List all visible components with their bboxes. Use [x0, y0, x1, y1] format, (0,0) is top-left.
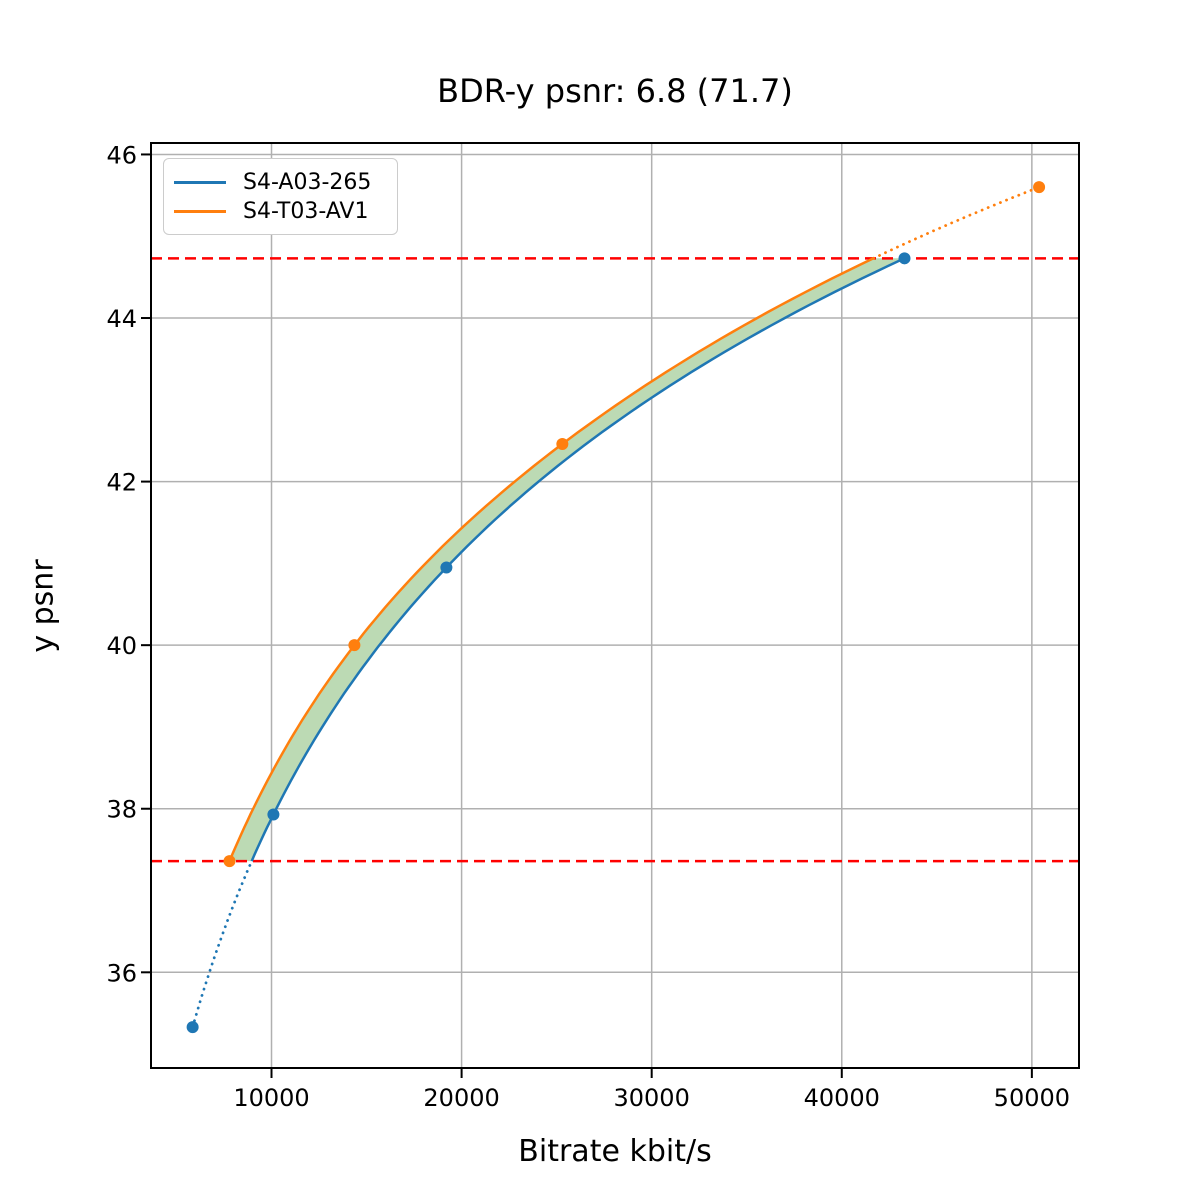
- x-tick-label: 10000: [233, 1084, 309, 1112]
- y-tick-label: 42: [106, 469, 137, 497]
- legend-item: S4-A03-265: [174, 168, 385, 196]
- y-tick-label: 40: [106, 632, 137, 660]
- data-point: [348, 639, 361, 652]
- data-point: [556, 437, 569, 450]
- x-axis-label: Bitrate kbit/s: [518, 1134, 712, 1169]
- legend-label: S4-A03-265: [243, 169, 372, 195]
- legend-line-sample: [174, 209, 226, 213]
- legend: S4-A03-265 S4-T03-AV1: [163, 158, 398, 235]
- series-solid-line: [250, 257, 906, 862]
- legend-item: S4-T03-AV1: [174, 197, 385, 225]
- series-dotted-line: [191, 859, 254, 1029]
- data-point: [898, 252, 911, 265]
- axes-frame: [150, 142, 1080, 1069]
- y-tick-label: 46: [106, 141, 137, 169]
- y-tick-label: 44: [106, 305, 137, 333]
- legend-label: S4-T03-AV1: [243, 198, 369, 224]
- x-tick-label: 50000: [994, 1084, 1070, 1112]
- legend-line-sample: [174, 180, 226, 184]
- bd-overlap-region: [229, 258, 905, 862]
- data-point: [186, 1021, 199, 1034]
- x-tick-label: 20000: [423, 1084, 499, 1112]
- y-axis-label: y psnr: [25, 559, 61, 653]
- y-tick-label: 38: [106, 796, 137, 824]
- series-dotted-line: [872, 185, 1041, 260]
- series-solid-line: [228, 257, 875, 862]
- x-tick-label: 40000: [804, 1084, 880, 1112]
- data-point: [1033, 181, 1046, 194]
- y-tick-label: 36: [106, 959, 137, 987]
- data-point: [440, 561, 453, 574]
- x-tick-label: 30000: [614, 1084, 690, 1112]
- chart-title: BDR-y psnr: 6.8 (71.7): [437, 72, 793, 110]
- data-point: [223, 855, 236, 868]
- data-point: [267, 808, 280, 821]
